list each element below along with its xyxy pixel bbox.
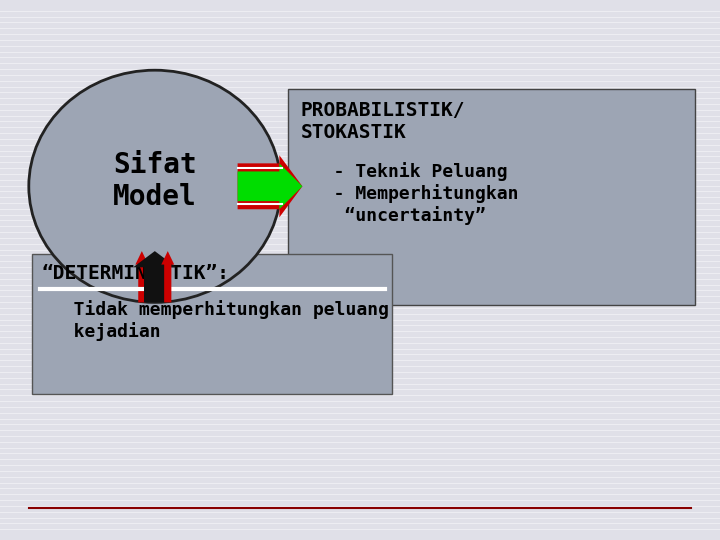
Text: Tidak memperhitungkan peluang
   kejadian: Tidak memperhitungkan peluang kejadian — [41, 300, 389, 341]
Text: - Teknik Peluang
   - Memperhitungkan
    “uncertainty”: - Teknik Peluang - Memperhitungkan “unce… — [301, 162, 518, 225]
FancyBboxPatch shape — [32, 254, 392, 394]
Text: “DETERMINISTIK”:: “DETERMINISTIK”: — [41, 264, 229, 282]
FancyArrow shape — [133, 251, 176, 302]
Text: Sifat
Model: Sifat Model — [113, 151, 197, 211]
Ellipse shape — [29, 70, 281, 302]
FancyArrow shape — [135, 251, 148, 302]
FancyArrow shape — [238, 163, 302, 209]
FancyArrow shape — [161, 251, 174, 302]
Text: PROBABILISTIK/
STOKASTIK: PROBABILISTIK/ STOKASTIK — [301, 101, 465, 142]
FancyArrow shape — [238, 156, 302, 217]
FancyBboxPatch shape — [288, 89, 695, 305]
